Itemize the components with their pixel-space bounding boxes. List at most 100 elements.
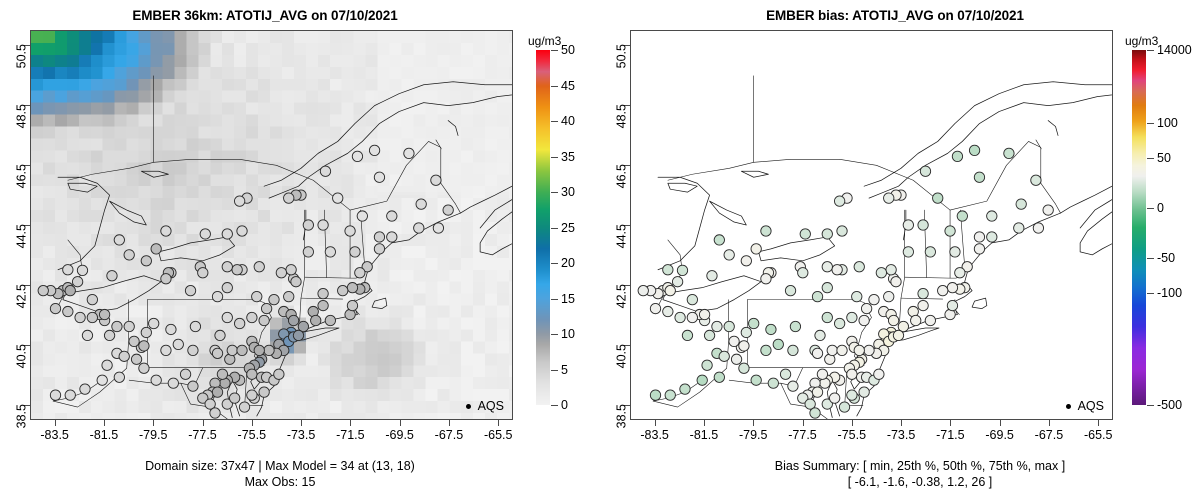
aqs-station-marker[interactable]: [821, 261, 833, 273]
aqs-station-marker[interactable]: [681, 329, 694, 342]
aqs-station-marker[interactable]: [324, 246, 336, 258]
aqs-station-marker[interactable]: [836, 225, 848, 237]
aqs-station-marker[interactable]: [351, 150, 364, 162]
aqs-station-marker[interactable]: [946, 299, 959, 312]
aqs-station-marker[interactable]: [846, 311, 858, 324]
aqs-station-marker[interactable]: [172, 338, 184, 351]
aqs-station-marker[interactable]: [846, 368, 858, 380]
aqs-station-marker[interactable]: [772, 338, 784, 351]
aqs-station-marker[interactable]: [868, 293, 880, 306]
aqs-station-marker[interactable]: [246, 368, 258, 380]
aqs-station-marker[interactable]: [226, 344, 238, 356]
aqs-station-marker[interactable]: [260, 302, 273, 315]
aqs-station-marker[interactable]: [760, 225, 772, 237]
aqs-station-marker[interactable]: [221, 282, 233, 294]
aqs-station-marker[interactable]: [686, 311, 698, 324]
aqs-station-marker[interactable]: [698, 308, 711, 321]
aqs-station-marker[interactable]: [246, 311, 258, 324]
aqs-station-marker[interactable]: [728, 335, 740, 348]
aqs-station-marker[interactable]: [944, 225, 956, 237]
aqs-station-marker[interactable]: [676, 264, 689, 276]
aqs-station-marker[interactable]: [834, 195, 846, 207]
aqs-station-marker[interactable]: [968, 144, 981, 157]
aqs-station-marker[interactable]: [368, 144, 381, 157]
aqs-station-marker[interactable]: [150, 374, 162, 386]
aqs-station-marker[interactable]: [349, 246, 361, 258]
aqs-station-marker[interactable]: [229, 392, 241, 404]
aqs-station-marker[interactable]: [187, 380, 199, 392]
aqs-station-marker[interactable]: [324, 314, 336, 327]
aqs-station-marker[interactable]: [204, 398, 216, 410]
aqs-station-marker[interactable]: [701, 359, 713, 371]
aqs-station-marker[interactable]: [238, 401, 251, 413]
aqs-station-marker[interactable]: [919, 165, 932, 177]
aqs-station-marker[interactable]: [883, 291, 895, 303]
aqs-station-marker[interactable]: [160, 273, 172, 285]
aqs-station-marker[interactable]: [910, 314, 922, 327]
aqs-station-marker[interactable]: [885, 264, 897, 276]
aqs-station-marker[interactable]: [949, 246, 961, 258]
aqs-station-marker[interactable]: [49, 389, 62, 401]
aqs-station-marker[interactable]: [946, 282, 959, 294]
aqs-station-marker[interactable]: [703, 329, 716, 342]
aqs-station-marker[interactable]: [924, 246, 936, 258]
aqs-station-marker[interactable]: [779, 368, 792, 380]
aqs-station-marker[interactable]: [346, 299, 359, 312]
aqs-station-marker[interactable]: [738, 340, 750, 352]
aqs-station-marker[interactable]: [290, 276, 302, 288]
aqs-station-marker[interactable]: [103, 329, 116, 342]
aqs-station-marker[interactable]: [816, 368, 829, 380]
aqs-station-marker[interactable]: [664, 285, 676, 297]
aqs-station-marker[interactable]: [64, 285, 76, 297]
aqs-station-marker[interactable]: [1003, 147, 1015, 159]
aqs-station-marker[interactable]: [221, 228, 233, 240]
aqs-station-marker[interactable]: [403, 147, 415, 159]
aqs-station-marker[interactable]: [253, 261, 265, 273]
aqs-station-marker[interactable]: [740, 326, 752, 339]
aqs-station-marker[interactable]: [713, 234, 725, 246]
aqs-station-marker[interactable]: [317, 288, 329, 300]
aqs-station-marker[interactable]: [834, 317, 846, 330]
aqs-station-marker[interactable]: [917, 299, 929, 312]
aqs-station-marker[interactable]: [649, 389, 662, 401]
aqs-station-marker[interactable]: [846, 389, 858, 401]
aqs-station-marker[interactable]: [263, 344, 275, 356]
aqs-station-marker[interactable]: [221, 311, 233, 324]
aqs-station-marker[interactable]: [221, 261, 233, 273]
aqs-station-marker[interactable]: [302, 246, 314, 258]
aqs-station-marker[interactable]: [696, 374, 708, 386]
aqs-station-marker[interactable]: [748, 317, 760, 330]
aqs-station-marker[interactable]: [430, 174, 442, 186]
aqs-station-marker[interactable]: [674, 311, 686, 324]
aqs-station-marker[interactable]: [253, 344, 265, 356]
aqs-station-marker[interactable]: [197, 392, 209, 404]
aqs-station-marker[interactable]: [821, 311, 833, 324]
aqs-station-marker[interactable]: [723, 320, 735, 333]
aqs-station-marker[interactable]: [662, 305, 674, 318]
aqs-station-marker[interactable]: [62, 264, 74, 276]
aqs-station-marker[interactable]: [730, 353, 743, 365]
aqs-station-marker[interactable]: [917, 288, 929, 300]
aqs-station-marker[interactable]: [821, 282, 833, 294]
aqs-station-marker[interactable]: [234, 317, 246, 330]
aqs-station-marker[interactable]: [937, 285, 949, 297]
aqs-station-marker[interactable]: [236, 344, 248, 356]
aqs-station-marker[interactable]: [760, 273, 772, 285]
aqs-station-marker[interactable]: [1030, 174, 1042, 186]
aqs-station-marker[interactable]: [332, 192, 344, 204]
aqs-station-marker[interactable]: [892, 329, 905, 342]
aqs-station-marker[interactable]: [784, 285, 797, 297]
aqs-station-marker[interactable]: [214, 329, 226, 342]
aqs-station-marker[interactable]: [86, 293, 98, 306]
aqs-station-marker[interactable]: [858, 314, 870, 327]
aqs-station-marker[interactable]: [873, 368, 885, 380]
aqs-station-marker[interactable]: [902, 219, 914, 231]
aqs-station-marker[interactable]: [123, 320, 135, 333]
aqs-station-marker[interactable]: [211, 291, 224, 303]
aqs-station-marker[interactable]: [951, 150, 964, 162]
aqs-station-marker[interactable]: [637, 285, 649, 297]
aqs-station-marker[interactable]: [211, 347, 224, 359]
aqs-station-marker[interactable]: [432, 222, 445, 234]
aqs-station-marker[interactable]: [811, 386, 824, 398]
aqs-station-marker[interactable]: [373, 231, 386, 243]
